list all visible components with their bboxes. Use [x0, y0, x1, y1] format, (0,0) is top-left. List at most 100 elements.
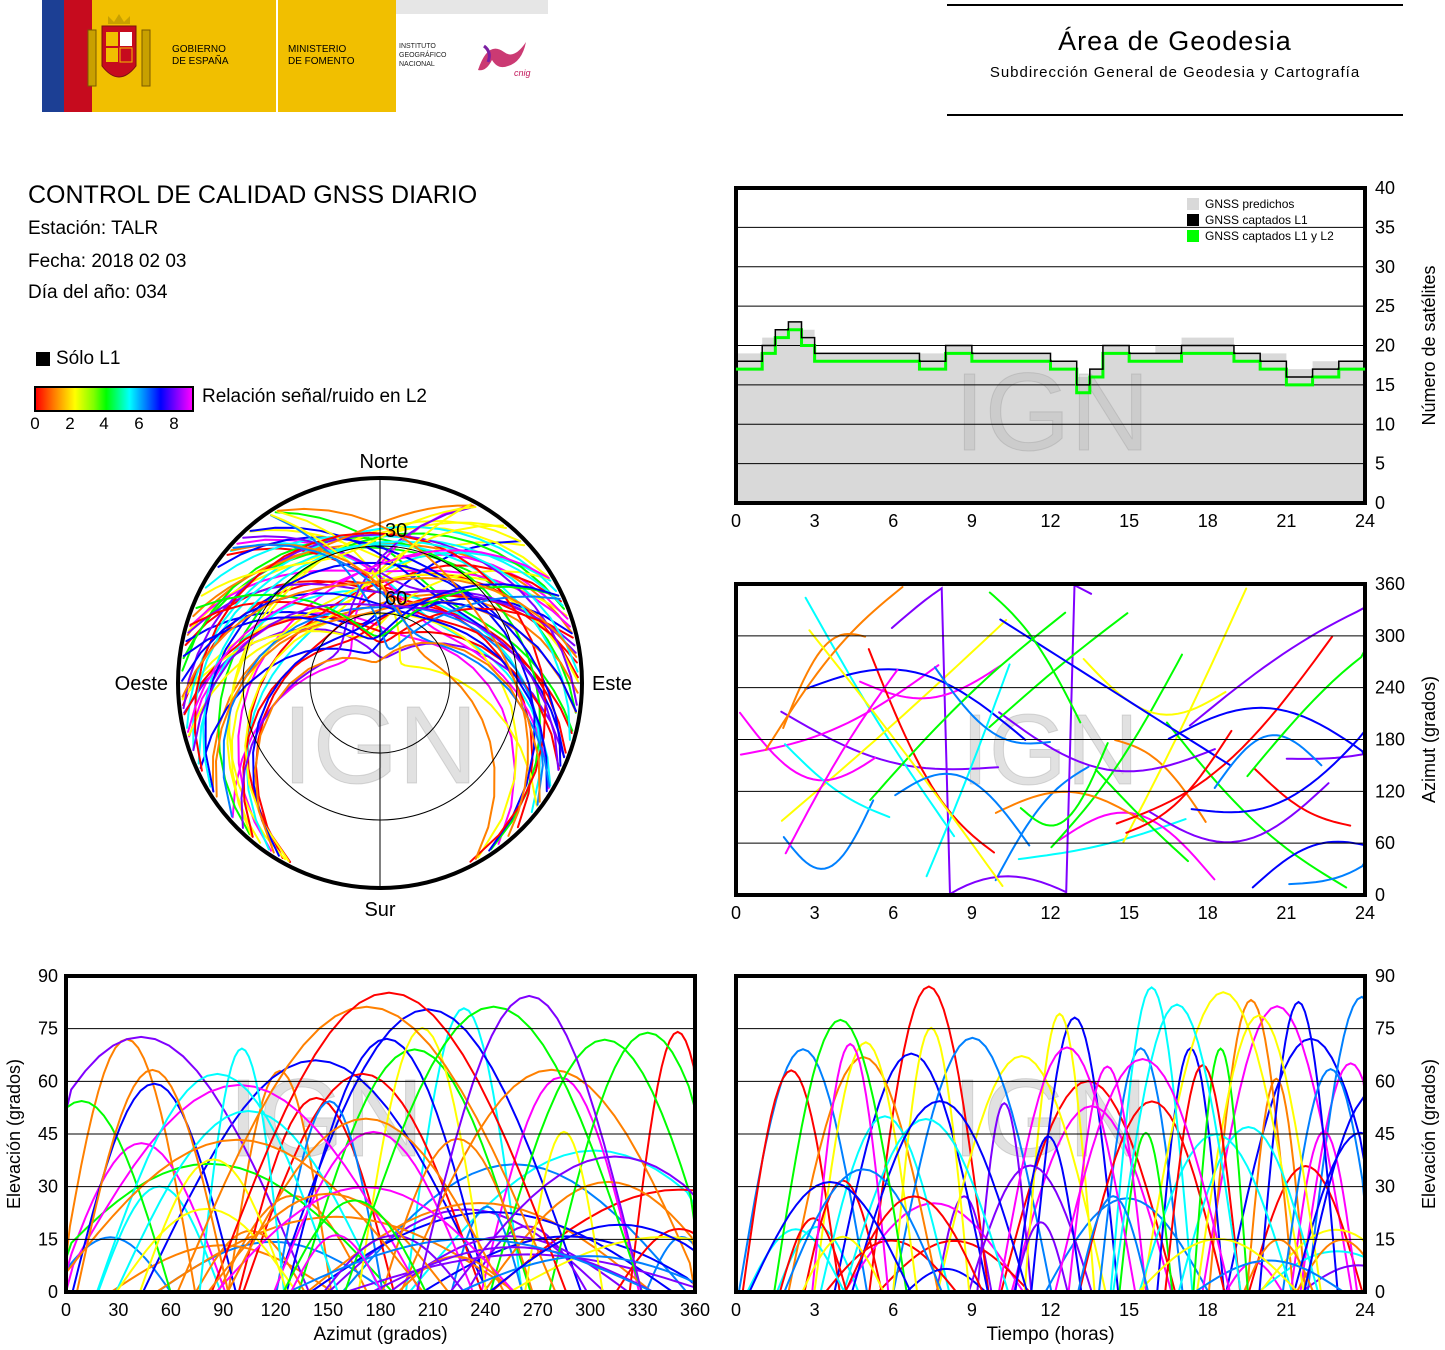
- institutional-logo-banner: GOBIERNO DE ESPAÑA MINISTERIO DE FOMENTO…: [42, 0, 548, 112]
- plot-frame: [64, 974, 697, 1294]
- ring-label: 30: [385, 520, 407, 542]
- satellite-track: [813, 1041, 919, 1293]
- legend-label: GNSS captados L1: [1205, 213, 1308, 227]
- satellite-track: [804, 668, 1027, 741]
- satellite-track: [1094, 768, 1189, 863]
- satellite-track: [371, 1246, 655, 1293]
- y-tick-label: 0: [48, 1282, 58, 1302]
- x-tick-label: 21: [1276, 511, 1296, 531]
- legend-only-l1-label: Sólo L1: [56, 348, 121, 369]
- snr-tick: 6: [134, 414, 144, 433]
- satellite-track: [1054, 1057, 1231, 1293]
- satellite-track: [1258, 1000, 1339, 1293]
- satellite-track: [851, 1100, 1029, 1293]
- y-tick-label: 0: [1375, 493, 1385, 513]
- satellite-track: [277, 507, 529, 837]
- x-tick-label: 6: [888, 903, 898, 923]
- satellite-track: [892, 1026, 971, 1293]
- y-tick-label: 60: [1375, 833, 1395, 853]
- y-tick-label: 10: [1375, 414, 1395, 434]
- x-tick-label: 0: [731, 511, 741, 531]
- satellite-track: [1050, 653, 1183, 849]
- x-tick-label: 9: [967, 903, 977, 923]
- satellite-track: [988, 612, 1129, 729]
- legend-swatch: [1187, 214, 1199, 226]
- satellite-track: [65, 1083, 422, 1293]
- area-subtitle: Subdirección General de Geodesia y Carto…: [989, 64, 1361, 81]
- satellite-track: [1014, 1135, 1083, 1293]
- satellite-track: [819, 1115, 951, 1293]
- satellite-track: [1112, 1003, 1242, 1293]
- satellite-track: [1165, 721, 1348, 889]
- satellite-track: [96, 1072, 339, 1293]
- satellite-track: [780, 710, 1000, 771]
- satellite-track: [65, 1142, 227, 1293]
- y-tick-label: 15: [1375, 1229, 1395, 1249]
- y-tick-label: 180: [1375, 730, 1405, 750]
- satellite-track: [237, 1096, 395, 1293]
- satellite-track: [859, 664, 1002, 700]
- satellite-track: [252, 601, 577, 857]
- north-label: Norte: [360, 451, 409, 473]
- satellite-track: [273, 1008, 583, 1293]
- ign-watermark: IGN: [954, 351, 1150, 474]
- x-tick-label: 240: [470, 1300, 500, 1320]
- date-label: Fecha: 2018 02 03: [28, 251, 187, 272]
- satellite-track: [273, 1130, 474, 1293]
- satellite-track: [1122, 587, 1248, 843]
- y-tick-label: 360: [1375, 574, 1405, 594]
- satellite-track: [998, 711, 1216, 773]
- x-tick-label: 90: [213, 1300, 233, 1320]
- y-tick-label: 45: [38, 1124, 58, 1144]
- satellite-track: [808, 629, 1004, 887]
- x-tick-label: 15: [1119, 511, 1139, 531]
- snr-tick: 8: [169, 414, 179, 433]
- satellite-track: [833, 1052, 989, 1293]
- satellite-track: [357, 1026, 488, 1293]
- ministerio-label: MINISTERIO DE FOMENTO: [288, 44, 355, 67]
- y-tick-label: 30: [1375, 1177, 1395, 1197]
- satellite-track: [489, 1038, 696, 1293]
- satellite-track: [842, 1117, 1010, 1293]
- satellite-track: [764, 586, 904, 751]
- satellite-track: [240, 505, 476, 829]
- y-tick-label: 75: [38, 1019, 58, 1039]
- satellite-track: [999, 618, 1232, 767]
- west-label: Oeste: [115, 673, 168, 695]
- satellite-track: [784, 743, 891, 819]
- satellite-track: [936, 1054, 1107, 1293]
- x-tick-label: 24: [1355, 511, 1375, 531]
- y-axis-label: Elevación (grados): [4, 1059, 24, 1209]
- satellite-track: [458, 1255, 696, 1293]
- satellite-track: [182, 533, 578, 710]
- report-title: CONTROL DE CALIDAD GNSS DIARIO: [28, 181, 478, 209]
- satellite-track: [844, 1195, 984, 1293]
- plot-frame: [734, 582, 1367, 897]
- satellite-track: [1118, 1131, 1174, 1293]
- satellite-track: [187, 549, 550, 733]
- y-tick-label: 5: [1375, 454, 1385, 474]
- satellite-track: [1013, 1221, 1069, 1293]
- gobierno-label: GOBIERNO DE ESPAÑA: [172, 44, 229, 67]
- x-tick-label: 15: [1119, 1300, 1139, 1320]
- satellite-count-chart: IGN 0 5 10 15 20 25 30 35 40 0 3 6 9 12 15 18 21 24 Número …: [731, 178, 1439, 531]
- satellite-track: [1190, 711, 1366, 814]
- area-header: Área de Geodesia Subdirección General de…: [947, 4, 1403, 116]
- satellite-track: [297, 1048, 532, 1293]
- satellite-track: [230, 543, 496, 860]
- y-tick-label: 15: [1375, 375, 1395, 395]
- satellite-track: [1077, 1195, 1150, 1293]
- y-tick-label: 75: [1375, 1019, 1395, 1039]
- x-tick-label: 6: [888, 1300, 898, 1320]
- satellite-track: [1010, 1105, 1173, 1293]
- satellite-track: [890, 583, 1093, 896]
- satellite-track: [309, 1210, 674, 1293]
- x-tick-label: 120: [261, 1300, 291, 1320]
- skyplot-border: [176, 476, 584, 890]
- x-tick-label: 0: [61, 1300, 71, 1320]
- satellite-track: [193, 531, 547, 863]
- satellite-track: [869, 611, 1067, 801]
- satellite-track: [176, 1005, 557, 1293]
- satellite-track: [739, 711, 877, 782]
